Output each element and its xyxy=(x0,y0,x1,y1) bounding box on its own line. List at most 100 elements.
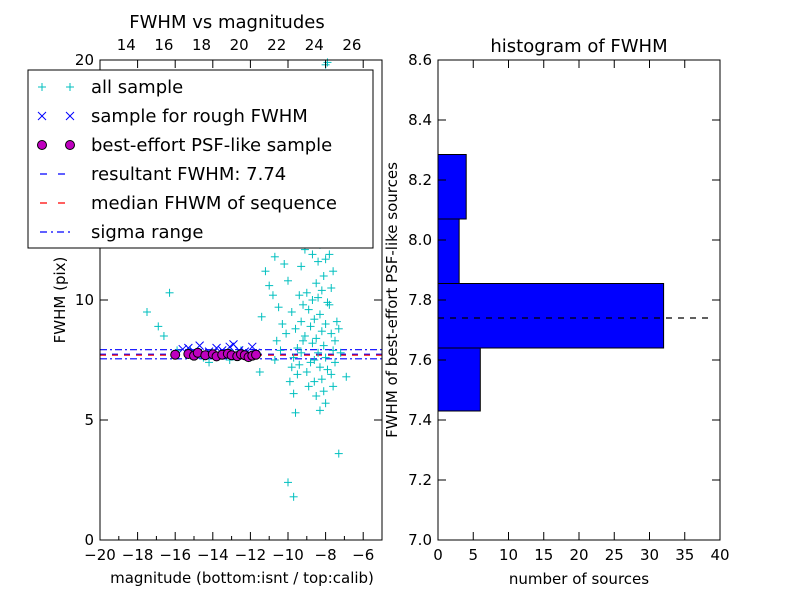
all-sample-point xyxy=(312,334,321,343)
histogram-x-tick-label: 0 xyxy=(433,546,443,564)
all-sample-point xyxy=(321,353,330,362)
histogram-y-tick-label: 8.2 xyxy=(408,171,432,189)
all-sample-point xyxy=(321,399,330,408)
all-sample-point xyxy=(334,324,343,333)
all-sample-point xyxy=(143,308,151,316)
scatter-top-tick-label: 18 xyxy=(192,36,211,54)
legend-label: median FHWM of sequence xyxy=(91,193,337,214)
histogram-data-layer xyxy=(437,154,712,412)
all-sample-point xyxy=(274,303,283,312)
all-sample-point xyxy=(297,348,306,357)
histogram-y-axis-label: FWHM of best-effort PSF-like sources xyxy=(383,162,401,438)
scatter-x-tick-label: −20 xyxy=(84,546,116,564)
all-sample-point xyxy=(314,293,323,302)
histogram-x-tick-label: 20 xyxy=(569,546,588,564)
scatter-panel: −20 −18 −16 −14 −12 −10 −8 −6 0 5 10 20 14 16 18 20 22 24… xyxy=(51,12,383,587)
legend-entry: resultant FWHM: 7.74 xyxy=(40,164,286,185)
all-sample-point xyxy=(270,356,279,364)
legend-label: resultant FWHM: 7.74 xyxy=(91,164,286,185)
histogram-x-axis-label: number of sources xyxy=(509,570,649,588)
all-sample-point xyxy=(331,336,339,345)
all-sample-point xyxy=(276,346,285,355)
legend-circle-marker xyxy=(37,140,47,150)
all-sample-point xyxy=(299,336,308,345)
histogram-bar xyxy=(437,218,460,284)
all-sample-point xyxy=(165,288,174,297)
scatter-legend: all sample sample for rough FWHM best-effo… xyxy=(27,69,374,249)
all-sample-point xyxy=(317,327,326,336)
scatter-x-axis-label: magnitude (bottom:isnt / top:calib) xyxy=(110,569,374,587)
legend-x-marker xyxy=(37,111,47,121)
all-sample-point xyxy=(319,341,328,350)
scatter-x-tick-label: −8 xyxy=(315,546,337,564)
scatter-top-tick-label: 24 xyxy=(305,36,324,54)
histogram-y-tick-label: 8.6 xyxy=(408,51,432,69)
all-sample-point xyxy=(272,336,281,345)
legend-entry: median FHWM of sequence xyxy=(40,193,337,214)
scatter-y-tick-label: 10 xyxy=(75,291,94,309)
all-sample-point xyxy=(289,353,298,362)
histogram-y-tick-label: 7.6 xyxy=(408,351,432,369)
scatter-top-tick-label: 20 xyxy=(230,36,249,54)
legend-label: sample for rough FWHM xyxy=(91,106,308,127)
scatter-y-tick-label: 0 xyxy=(84,531,94,549)
all-sample-point xyxy=(315,406,324,415)
all-sample-point xyxy=(306,322,315,331)
all-sample-point xyxy=(289,389,298,398)
all-sample-point xyxy=(329,382,338,391)
histogram-x-tick-label: 40 xyxy=(710,546,729,564)
scatter-x-tick-label: −6 xyxy=(352,546,374,564)
all-sample-point xyxy=(331,358,339,367)
histogram-x-tick-label: 5 xyxy=(468,546,478,564)
all-sample-point xyxy=(321,320,330,328)
all-sample-point xyxy=(323,298,332,307)
histogram-y-tick-label: 8.4 xyxy=(408,111,432,129)
all-sample-point xyxy=(310,315,319,324)
all-sample-point xyxy=(308,339,317,348)
all-sample-point xyxy=(327,370,336,379)
scatter-x-tick-label: −16 xyxy=(159,546,191,564)
scatter-axis-ticks: −20 −18 −16 −14 −12 −10 −8 −6 0 5 10 20 14 16 18 20 22 24… xyxy=(75,36,383,564)
all-sample-point xyxy=(304,305,313,314)
legend-box xyxy=(27,69,374,249)
all-sample-point xyxy=(319,387,328,396)
scatter-title: FWHM vs magnitudes xyxy=(129,12,324,33)
legend-label: sigma range xyxy=(91,222,203,243)
legend-label: all sample xyxy=(91,77,183,98)
all-sample-point xyxy=(314,348,323,357)
histogram-y-tick-label: 7.2 xyxy=(408,471,432,489)
all-sample-point xyxy=(154,322,163,331)
all-sample-point xyxy=(329,346,338,355)
scatter-top-tick-label: 26 xyxy=(342,36,361,54)
scatter-x-tick-label: −18 xyxy=(122,546,154,564)
histogram-axis-ticks: 0 5 10 15 20 25 30 35 40 7.0 7.2 7.4 7.6 7.8 8.0 8.2 8.4… xyxy=(408,51,729,564)
all-sample-point xyxy=(295,291,304,300)
histogram-y-tick-label: 8.0 xyxy=(408,231,432,249)
histogram-title: histogram of FWHM xyxy=(490,36,667,57)
all-sample-point xyxy=(293,344,302,352)
legend-circle-marker xyxy=(65,140,75,150)
all-sample-point xyxy=(312,279,321,288)
histogram-x-tick-label: 35 xyxy=(675,546,694,564)
histogram-bar xyxy=(437,347,481,412)
all-sample-point xyxy=(257,312,266,321)
legend-entry: sigma range xyxy=(40,222,203,243)
all-sample-point xyxy=(205,358,214,367)
legend-entry: sample for rough FWHM xyxy=(37,106,308,127)
histogram-x-tick-label: 25 xyxy=(605,546,624,564)
all-sample-point xyxy=(332,317,341,326)
scatter-top-tick-label: 16 xyxy=(154,36,173,54)
all-sample-point xyxy=(336,348,345,357)
all-sample-point xyxy=(289,492,298,501)
psf-like-point xyxy=(251,349,262,360)
all-sample-point xyxy=(297,262,306,271)
histogram-y-tick-label: 7.0 xyxy=(408,531,432,549)
scatter-x-tick-label: −10 xyxy=(272,546,304,564)
all-sample-point xyxy=(312,392,321,400)
all-sample-point xyxy=(308,250,317,259)
all-sample-point xyxy=(291,408,300,417)
all-sample-point xyxy=(280,260,289,268)
histogram-x-tick-label: 10 xyxy=(499,546,518,564)
legend-plus-marker xyxy=(38,83,46,91)
histogram-y-tick-label: 7.8 xyxy=(408,291,432,309)
